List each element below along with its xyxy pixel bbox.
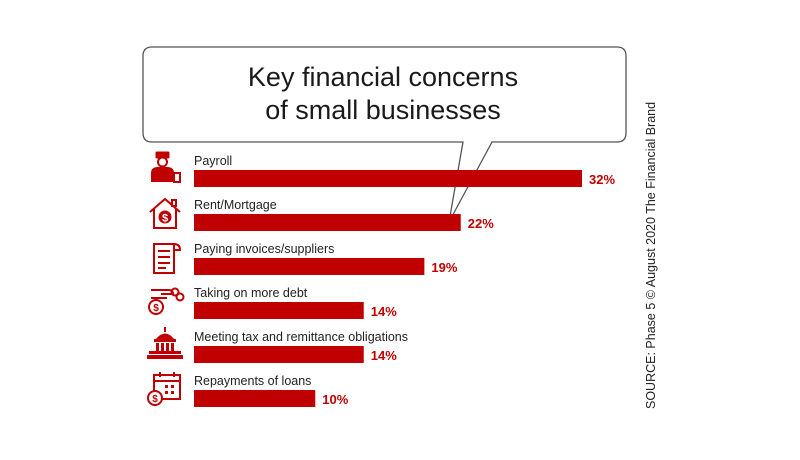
- value-label: 14%: [371, 304, 397, 319]
- bar: [194, 170, 582, 187]
- svg-text:$: $: [162, 213, 168, 225]
- bar-rows: Payroll 32% Rent/Mortgage 22% Paying invoice…: [194, 154, 615, 407]
- svg-text:$: $: [152, 394, 158, 405]
- payroll-person-icon: [151, 151, 181, 183]
- category-label: Repayments of loans: [194, 374, 311, 388]
- category-label: Meeting tax and remittance obligations: [194, 330, 408, 344]
- value-label: 22%: [468, 216, 494, 231]
- bar: [194, 214, 461, 231]
- calendar-dollar-icon: $: [147, 372, 181, 406]
- capitol-building-icon: [147, 327, 183, 359]
- category-label: Rent/Mortgage: [194, 198, 277, 212]
- bar: [194, 258, 425, 275]
- value-label: 10%: [322, 392, 348, 407]
- category-label: Payroll: [194, 154, 232, 168]
- value-label: 32%: [589, 172, 615, 187]
- invoice-document-icon: [153, 243, 182, 274]
- category-label: Taking on more debt: [194, 286, 308, 300]
- category-label: Paying invoices/suppliers: [194, 242, 334, 256]
- svg-text:$: $: [153, 303, 159, 314]
- house-dollar-icon: $: [149, 197, 181, 229]
- bar: [194, 346, 364, 363]
- source-note: SOURCE: Phase 5 © August 2020 The Financ…: [644, 102, 658, 409]
- bar: [194, 302, 364, 319]
- value-label: 19%: [431, 260, 457, 275]
- bar: [194, 390, 316, 407]
- chart-title-line-1: Key financial concerns: [248, 62, 518, 92]
- value-label: 14%: [371, 348, 397, 363]
- chart-title-line-2: of small businesses: [265, 95, 501, 125]
- debt-hand-chain-icon: $: [148, 287, 185, 315]
